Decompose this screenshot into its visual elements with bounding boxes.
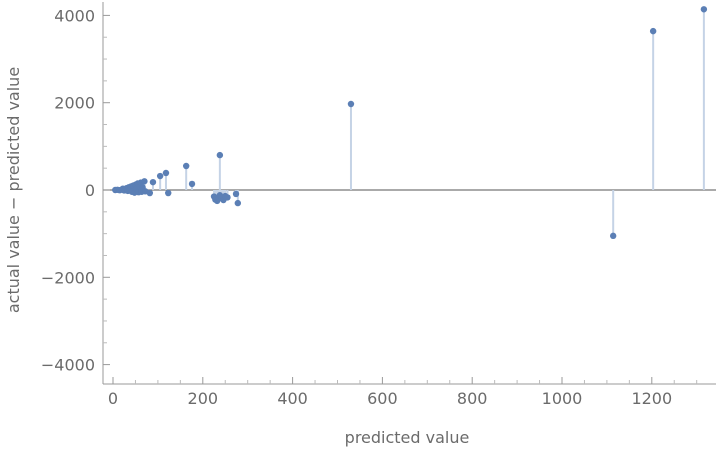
- y-axis-label: actual value − predicted value: [4, 67, 23, 313]
- ticks: 0 200 400 600 800 1000 1200 −4000 −2000 0 2000 4000: [41, 6, 698, 408]
- data-point: [149, 178, 157, 186]
- y-tick-label: −2000: [41, 268, 95, 287]
- x-tick-label: 400: [277, 389, 308, 408]
- y-tick-label: 2000: [54, 94, 95, 113]
- data-point: [232, 190, 240, 198]
- y-tick-label: 4000: [54, 6, 95, 25]
- x-tick-label: 800: [457, 389, 488, 408]
- data-point: [146, 189, 154, 197]
- data-point: [234, 199, 242, 207]
- x-tick-label: 1000: [542, 389, 583, 408]
- x-tick-label: 0: [108, 389, 118, 408]
- y-tick-label: 0: [85, 181, 95, 200]
- data-point: [347, 100, 355, 108]
- data-point: [216, 151, 224, 159]
- x-tick-label: 200: [188, 389, 219, 408]
- data-point: [141, 178, 148, 185]
- data-point: [156, 172, 164, 180]
- data-point: [700, 6, 708, 13]
- x-tick-label: 600: [367, 389, 398, 408]
- x-tick-label: 1200: [631, 389, 672, 408]
- data-point: [609, 232, 617, 240]
- plot-frame: [102, 2, 716, 385]
- data-point: [649, 27, 657, 35]
- data-point: [165, 189, 172, 197]
- data-point: [188, 180, 196, 188]
- data-point: [182, 162, 190, 170]
- data-point: [224, 194, 231, 201]
- points: [112, 6, 708, 240]
- x-axis-label: predicted value: [345, 428, 470, 447]
- stems: [116, 9, 705, 236]
- y-tick-label: −4000: [41, 356, 95, 375]
- data-point: [162, 169, 170, 177]
